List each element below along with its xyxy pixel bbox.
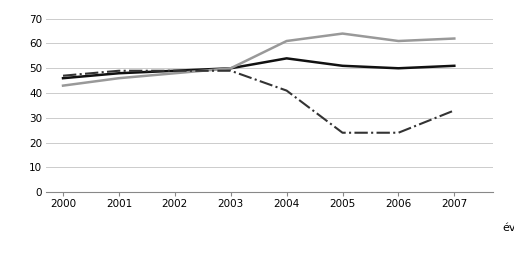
Text: év: év xyxy=(502,223,514,233)
